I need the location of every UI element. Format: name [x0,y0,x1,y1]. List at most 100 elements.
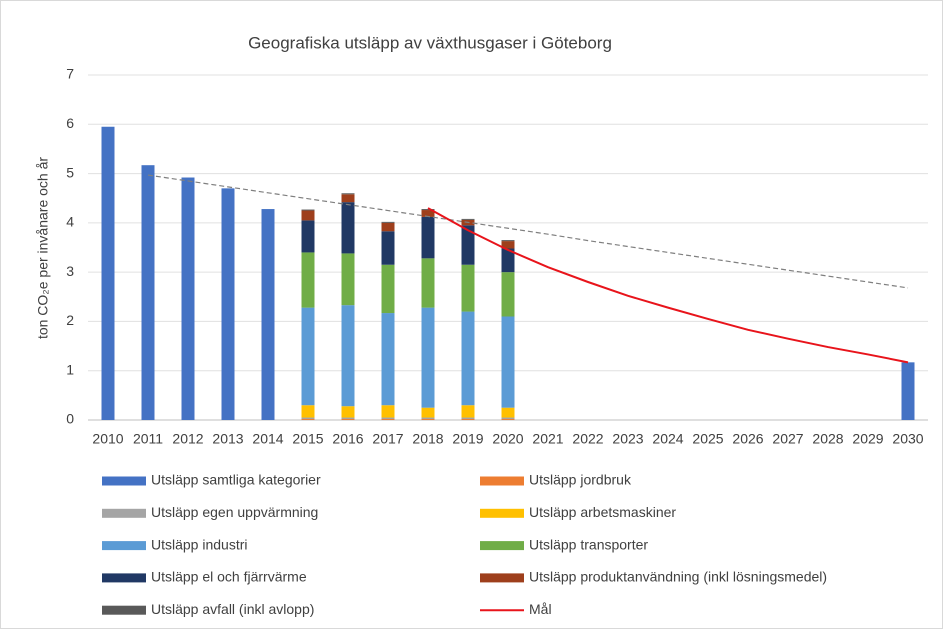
bar-segment [501,417,515,420]
x-tick-label: 2023 [612,431,643,447]
x-tick-label: 2013 [212,431,243,447]
x-tick-label: 2028 [812,431,843,447]
y-tick-label: 4 [66,214,74,230]
bar-segment [461,218,475,220]
bar-segment [501,419,515,420]
bar-segment [381,221,395,223]
bar-segment [381,419,395,420]
y-tick-label: 6 [66,115,74,131]
bar-segment [461,419,475,420]
bar-segment [221,188,235,420]
y-tick-label: 2 [66,312,74,328]
legend-swatch [480,541,524,551]
y-tick-label: 1 [66,361,74,377]
bar-segment [461,225,475,265]
bar-segment [901,362,915,420]
x-tick-label: 2012 [172,431,203,447]
bar-segment [301,405,315,418]
x-tick-label: 2030 [892,431,923,447]
legend-label: Utsläpp jordbruk [529,472,632,488]
bar-segment [101,126,115,420]
legend-swatch [102,605,146,615]
legend-label: Utsläpp egen uppvärmning [151,504,318,520]
bar-segment [381,264,395,314]
bar-segment [301,220,315,253]
legend-label: Utsläpp transporter [529,536,648,552]
chart-title: Geografiska utsläpp av växthusgaser i Gö… [248,33,612,52]
x-tick-label: 2014 [252,431,283,447]
bar-segment [421,419,435,420]
bar-segment [381,417,395,420]
bar-segment [341,253,355,306]
x-tick-label: 2017 [372,431,403,447]
legend-swatch [102,573,146,583]
bar-segment [421,307,435,408]
y-tick-label: 7 [66,66,74,82]
legend-label: Utsläpp avfall (inkl avlopp) [151,601,314,617]
legend-label: Utsläpp arbetsmaskiner [529,504,676,520]
bar-segment [461,264,475,312]
bar-segment [501,407,515,418]
legend-swatch [480,508,524,518]
bar-segment [461,417,475,420]
bar-segment [141,165,155,420]
bar-segment [301,210,315,221]
x-tick-label: 2027 [772,431,803,447]
x-tick-label: 2020 [492,431,523,447]
bar-segment [341,305,355,407]
bar-segment [301,252,315,308]
bar-segment [381,222,395,232]
legend-label: Mål [529,601,552,617]
x-tick-label: 2011 [133,431,163,447]
bar-segment [381,313,395,406]
bar-segment [341,193,355,195]
bar-segment [181,177,195,420]
legend-swatch [102,476,146,486]
bar-segment [341,406,355,418]
legend-swatch [480,476,524,486]
bar-segment [381,231,395,265]
trend-line [147,174,909,289]
bar-segment [421,210,435,217]
x-tick-label: 2015 [292,431,323,447]
x-tick-label: 2022 [572,431,603,447]
legend-label: Utsläpp el och fjärrvärme [151,569,307,585]
bar-segment [501,272,515,317]
bar-segment [501,316,515,408]
x-tick-label: 2016 [332,431,363,447]
bar-segment [461,311,475,406]
target-line [427,207,909,364]
bar-segment [301,417,315,420]
y-tick-label: 3 [66,263,74,279]
bar-segment [341,194,355,203]
bar-segment [501,248,515,273]
bar-segment [301,209,315,211]
bar-segment [421,417,435,420]
legend-swatch [102,508,146,518]
bar-segment [501,240,515,242]
bar-segment [341,202,355,254]
bar-segment [301,419,315,420]
legend-swatch [480,573,524,583]
bar-segment [501,241,515,249]
x-tick-label: 2018 [412,431,443,447]
bar-segment [421,407,435,418]
x-tick-label: 2025 [692,431,723,447]
bar-segment [301,307,315,406]
y-tick-label: 5 [66,164,74,180]
bar-segment [341,417,355,420]
bar-segment [341,419,355,420]
legend-label: Utsläpp samtliga kategorier [151,472,321,488]
legend-label: Utsläpp produktanvändning (inkl lösnings… [529,569,827,585]
x-tick-label: 2010 [92,431,123,447]
x-tick-label: 2021 [532,431,563,447]
bar-segment [261,209,275,420]
bar-segment [421,258,435,308]
bar-segment [421,209,435,211]
bar-segment [461,405,475,418]
x-tick-label: 2026 [732,431,763,447]
legend-label: Utsläpp industri [151,536,248,552]
bar-segment [381,405,395,418]
x-tick-label: 2024 [652,431,683,447]
